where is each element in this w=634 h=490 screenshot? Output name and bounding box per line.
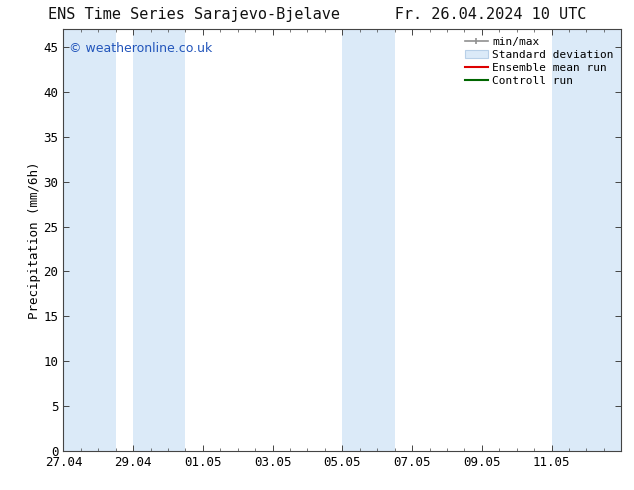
Legend: min/max, Standard deviation, Ensemble mean run, Controll run: min/max, Standard deviation, Ensemble me… <box>463 35 616 88</box>
Text: ENS Time Series Sarajevo-Bjelave      Fr. 26.04.2024 10 UTC: ENS Time Series Sarajevo-Bjelave Fr. 26.… <box>48 7 586 23</box>
Bar <box>63 29 115 451</box>
Bar <box>133 29 185 451</box>
Bar <box>552 29 621 451</box>
Y-axis label: Precipitation (mm/6h): Precipitation (mm/6h) <box>28 161 41 319</box>
Text: © weatheronline.co.uk: © weatheronline.co.uk <box>69 42 212 55</box>
Bar <box>342 29 394 451</box>
